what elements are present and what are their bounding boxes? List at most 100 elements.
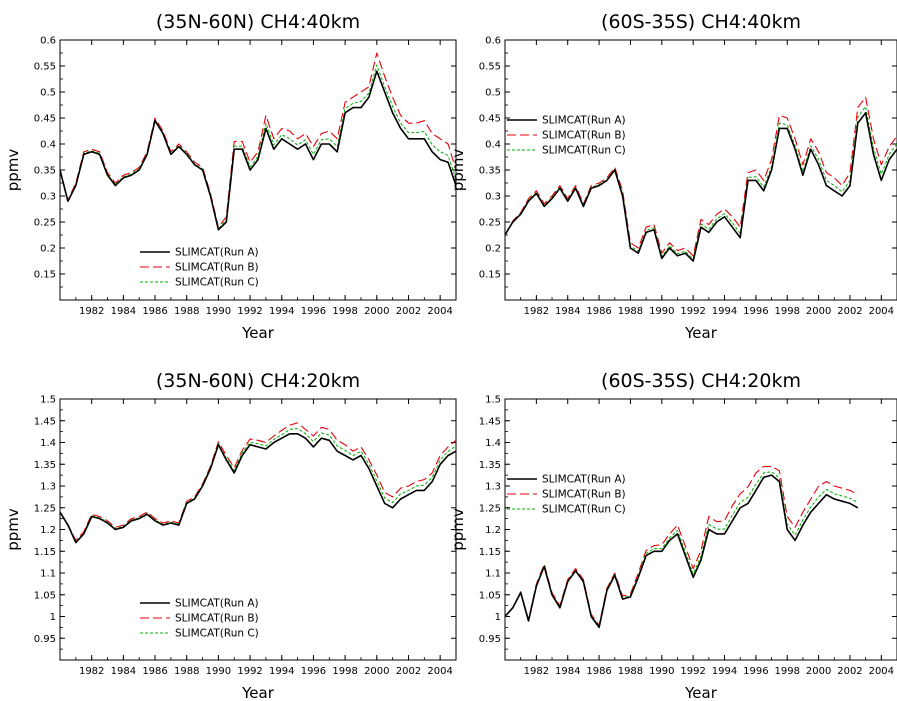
x-tick-label: 2000 <box>806 306 831 317</box>
x-tick-label: 1996 <box>301 666 326 677</box>
x-tick-label: 1996 <box>743 666 768 677</box>
series-line-run-b <box>60 422 456 541</box>
x-tick-label: 2002 <box>396 306 421 317</box>
y-tick-label: 1.45 <box>34 416 56 427</box>
chart-title: (60S-35S) CH4:40km <box>601 11 801 33</box>
y-tick-label: 1.05 <box>34 590 56 601</box>
x-tick-label: 1988 <box>174 306 199 317</box>
x-tick-label: 1998 <box>332 306 357 317</box>
y-tick-label: 0.5 <box>40 88 56 99</box>
x-axis-label: Year <box>684 684 718 701</box>
x-tick-label: 1994 <box>712 306 737 317</box>
x-tick-label: 1986 <box>586 306 611 317</box>
x-tick-label: 1992 <box>680 666 705 677</box>
y-tick-label: 0.2 <box>40 244 56 255</box>
y-tick-label: 0.55 <box>479 62 501 73</box>
x-tick-label: 1990 <box>649 666 674 677</box>
series-line-run-c <box>60 428 456 543</box>
y-tick-label: 0.3 <box>485 192 501 203</box>
legend-label: SLIMCAT(Run B) <box>542 130 626 142</box>
y-tick-label: 0.6 <box>485 36 501 47</box>
chart-title: (35N-60N) CH4:20km <box>156 370 360 392</box>
y-tick-label: 0.35 <box>479 166 501 177</box>
y-tick-label: 0.35 <box>34 166 56 177</box>
x-tick-label: 2000 <box>364 306 389 317</box>
y-tick-label: 1.2 <box>40 525 56 536</box>
x-tick-label: 1994 <box>712 666 737 677</box>
series-line-run-b <box>60 52 456 228</box>
y-tick-label: 1.3 <box>40 482 56 493</box>
x-tick-label: 1982 <box>524 666 549 677</box>
x-tick-label: 1998 <box>332 666 357 677</box>
x-axis-label: Year <box>241 324 275 342</box>
y-tick-label: 1 <box>50 612 56 623</box>
x-tick-label: 1984 <box>555 666 580 677</box>
chart-title: (60S-35S) CH4:20km <box>601 370 801 392</box>
chart-panel-2: (60S-35S) CH4:40km 0.15 0.2 0.25 0.3 0.35 0.4 0… <box>449 11 897 342</box>
x-tick-label: 1982 <box>79 666 104 677</box>
legend: SLIMCAT(Run A) SLIMCAT(Run B) SLIMCAT(Run … <box>507 115 626 157</box>
x-tick-label: 1990 <box>649 306 674 317</box>
chart-panel-3: (35N-60N) CH4:20km 0.95 1 1.05 1.1 1.15 1.2 1.2… <box>4 370 457 701</box>
x-tick-label: 1984 <box>111 666 136 677</box>
x-tick-label: 2002 <box>396 666 421 677</box>
x-tick-label: 1998 <box>775 666 800 677</box>
y-tick-label: 1.4 <box>485 438 501 449</box>
x-axis-label: Year <box>684 324 718 342</box>
legend-label: SLIMCAT(Run A) <box>542 115 626 127</box>
x-tick-label: 1996 <box>743 306 768 317</box>
y-tick-label: 1.45 <box>479 416 501 427</box>
y-tick-label: 0.25 <box>479 218 501 229</box>
x-tick-label: 1982 <box>79 306 104 317</box>
y-tick-label: 1.35 <box>479 460 501 471</box>
y-tick-label: 0.6 <box>40 36 56 47</box>
plot-frame <box>504 39 897 301</box>
x-tick-label: 1992 <box>237 666 262 677</box>
x-tick-label: 1994 <box>269 666 294 677</box>
y-tick-label: 0.55 <box>34 62 56 73</box>
x-tick-label: 1990 <box>206 666 231 677</box>
x-tick-label: 1994 <box>269 306 294 317</box>
y-tick-label: 1.1 <box>40 569 56 580</box>
y-tick-label: 0.45 <box>479 114 501 125</box>
y-tick-label: 1.05 <box>479 590 501 601</box>
y-tick-label: 1 <box>495 612 501 623</box>
x-tick-label: 1986 <box>586 666 611 677</box>
x-tick-label: 2002 <box>837 666 862 677</box>
y-axis-label: ppmv <box>449 149 467 192</box>
legend: SLIMCAT(Run A) SLIMCAT(Run B) SLIMCAT(Run … <box>507 474 626 516</box>
y-tick-label: 1.2 <box>485 525 501 536</box>
legend: SLIMCAT(Run A) SLIMCAT(Run B) SLIMCAT(Run … <box>140 247 259 289</box>
y-tick-label: 1.15 <box>479 547 501 558</box>
y-axis-label: ppmv <box>449 508 467 551</box>
x-tick-label: 1992 <box>680 306 705 317</box>
x-tick-label: 1986 <box>142 666 167 677</box>
series-line-run-a <box>60 70 456 231</box>
y-tick-label: 0.2 <box>485 244 501 255</box>
x-tick-label: 2000 <box>364 666 389 677</box>
y-tick-label: 0.4 <box>485 140 501 151</box>
series-line-run-a <box>60 432 456 544</box>
legend-label: SLIMCAT(Run A) <box>175 247 259 259</box>
x-tick-label: 1984 <box>555 306 580 317</box>
legend-label: SLIMCAT(Run C) <box>175 628 259 640</box>
chart-title: (35N-60N) CH4:40km <box>156 11 360 33</box>
x-tick-label: 1998 <box>775 306 800 317</box>
legend-label: SLIMCAT(Run B) <box>542 489 626 501</box>
y-axis-label: ppmv <box>4 149 22 192</box>
y-tick-label: 1.3 <box>485 482 501 493</box>
y-tick-label: 1.4 <box>40 438 56 449</box>
x-tick-label: 1988 <box>174 666 199 677</box>
y-tick-label: 0.95 <box>34 634 56 645</box>
legend-label: SLIMCAT(Run B) <box>175 613 259 625</box>
chart-panel-1: (35N-60N) CH4:40km 0.15 0.2 0.25 0.3 0.35 0.4 0… <box>4 11 457 342</box>
x-tick-label: 2004 <box>869 666 894 677</box>
x-tick-label: 1988 <box>618 666 643 677</box>
x-tick-label: 2004 <box>427 666 452 677</box>
plot-frame <box>504 398 897 661</box>
x-tick-label: 2000 <box>806 666 831 677</box>
legend-label: SLIMCAT(Run C) <box>542 504 626 516</box>
y-tick-label: 0.45 <box>34 114 56 125</box>
series-line-run-c <box>60 64 456 230</box>
